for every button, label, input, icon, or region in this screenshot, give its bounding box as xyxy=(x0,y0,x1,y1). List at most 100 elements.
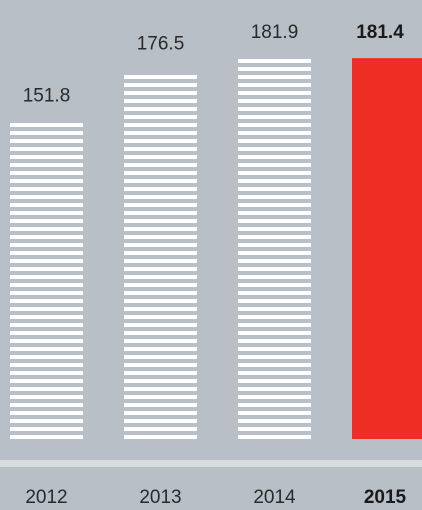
value-label-2015: 181.4 xyxy=(356,22,404,43)
bar-stripe xyxy=(238,363,311,367)
category-label-2015: 2015 xyxy=(364,487,407,508)
bar-stripe xyxy=(124,379,197,383)
bar-stripe xyxy=(10,379,83,383)
bar-stripe xyxy=(124,347,197,351)
bar-stripe xyxy=(238,251,311,255)
bar-stripe xyxy=(238,307,311,311)
bar-stripe xyxy=(124,411,197,415)
bar-stripe xyxy=(238,411,311,415)
bar-stripe xyxy=(10,291,83,295)
bar-stripe xyxy=(124,259,197,263)
bar-stripe xyxy=(124,251,197,255)
category-labels-group: 2012 2013 2014 2015 xyxy=(25,487,406,508)
bar-stripe xyxy=(124,171,197,175)
bar-stripe xyxy=(10,203,83,207)
x-axis-baseline xyxy=(0,460,422,467)
bar-stripe xyxy=(238,179,311,183)
bar-2015 xyxy=(352,58,422,440)
bar-stripe xyxy=(10,275,83,279)
bar-stripe xyxy=(10,171,83,175)
bar-stripe xyxy=(238,291,311,295)
bar-stripe xyxy=(124,107,197,111)
bar-stripe xyxy=(124,115,197,119)
bar-stripe xyxy=(238,355,311,359)
bar-stripe xyxy=(238,283,311,287)
bar-stripe xyxy=(124,323,197,327)
value-labels-group: 151.8 176.5 181.9 181.4 xyxy=(23,22,404,106)
bar-stripe xyxy=(10,251,83,255)
bar-stripe xyxy=(238,163,311,167)
bar-stripe xyxy=(238,267,311,271)
bar-stripe xyxy=(238,331,311,335)
bar-stripe xyxy=(124,83,197,87)
bar-stripe xyxy=(10,403,83,407)
bar-stripe xyxy=(238,171,311,175)
bar-stripe xyxy=(124,267,197,271)
bar-2014 xyxy=(238,59,311,439)
bars-group xyxy=(10,58,422,440)
bar-stripe xyxy=(10,259,83,263)
bar-stripe xyxy=(124,211,197,215)
bar-stripe xyxy=(238,435,311,439)
bar-stripe xyxy=(124,395,197,399)
bar-stripe xyxy=(10,411,83,415)
bar-stripe xyxy=(238,203,311,207)
bar-stripe xyxy=(124,123,197,127)
bar-stripe xyxy=(124,187,197,191)
bar-stripe xyxy=(10,179,83,183)
bar-stripe xyxy=(124,435,197,439)
bar-stripe xyxy=(124,91,197,95)
bar-stripe xyxy=(124,203,197,207)
bar-stripe xyxy=(124,371,197,375)
bar-stripe xyxy=(124,155,197,159)
bar-stripe xyxy=(238,347,311,351)
bar-stripe xyxy=(124,419,197,423)
bar-stripe xyxy=(238,395,311,399)
bar-stripe xyxy=(10,323,83,327)
bar-stripe xyxy=(10,347,83,351)
bar-stripe xyxy=(10,363,83,367)
bar-stripe xyxy=(238,75,311,79)
bar-stripe xyxy=(10,331,83,335)
category-label-2014: 2014 xyxy=(253,487,296,508)
bar-stripe xyxy=(238,235,311,239)
bar-stripe xyxy=(10,155,83,159)
bar-stripe xyxy=(238,323,311,327)
bar-stripe xyxy=(124,179,197,183)
bar-stripe xyxy=(10,211,83,215)
bar-stripe xyxy=(10,299,83,303)
bar-stripe xyxy=(238,315,311,319)
bar-stripe xyxy=(124,219,197,223)
bar-stripe xyxy=(238,131,311,135)
bar-stripe xyxy=(238,299,311,303)
bar-stripe xyxy=(238,155,311,159)
bar-stripe xyxy=(10,227,83,231)
bar-stripe xyxy=(238,371,311,375)
bar-stripe xyxy=(238,147,311,151)
bar-stripe xyxy=(238,67,311,71)
bar-stripe xyxy=(238,123,311,127)
bar-stripe xyxy=(10,283,83,287)
bar-stripe xyxy=(238,419,311,423)
category-label-2013: 2013 xyxy=(139,487,181,508)
bar-stripe xyxy=(238,427,311,431)
bar-stripe xyxy=(10,235,83,239)
bar-stripe xyxy=(124,387,197,391)
bar-stripe xyxy=(124,291,197,295)
bar-stripe xyxy=(124,139,197,143)
bar-stripe xyxy=(10,123,83,127)
bar-stripe xyxy=(238,59,311,63)
bar-stripe xyxy=(10,147,83,151)
bar-stripe xyxy=(124,339,197,343)
bar-stripe xyxy=(124,299,197,303)
bar-stripe xyxy=(10,195,83,199)
bar-stripe xyxy=(238,99,311,103)
value-label-2013: 176.5 xyxy=(137,33,185,54)
bar-2013 xyxy=(124,75,197,439)
bar-stripe xyxy=(238,379,311,383)
bar-stripe xyxy=(10,427,83,431)
bar-stripe xyxy=(10,371,83,375)
bar-stripe xyxy=(124,227,197,231)
bar-stripe xyxy=(238,83,311,87)
bar-stripe xyxy=(238,107,311,111)
